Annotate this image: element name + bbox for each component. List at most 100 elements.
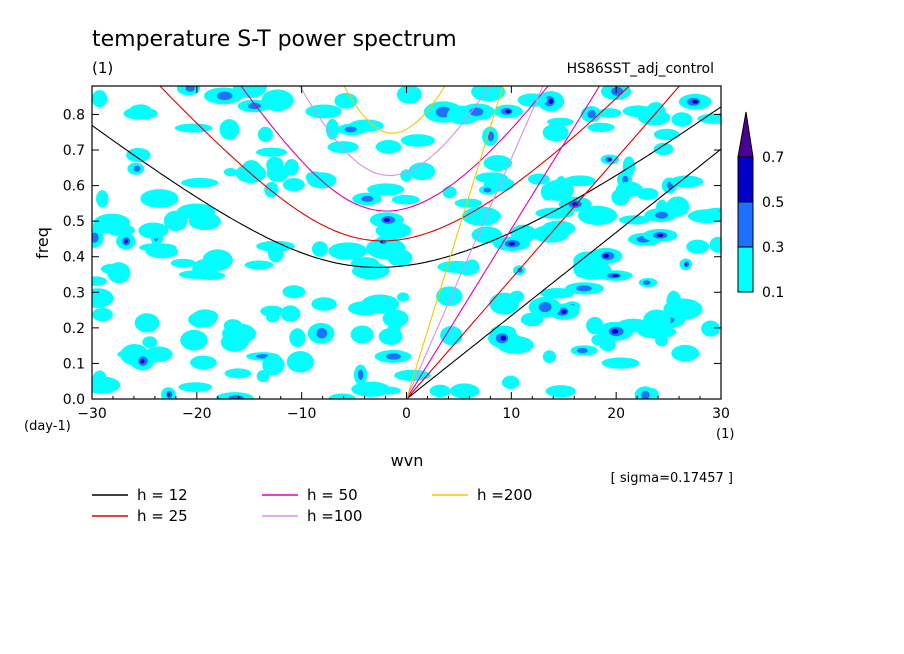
contour-blob <box>244 260 274 270</box>
contour-blob <box>397 292 410 302</box>
chart-subtitle-right: HS86SST_adj_control <box>567 61 714 77</box>
contour-blob <box>334 92 358 109</box>
contour-blob <box>653 128 680 141</box>
contour-blob <box>305 104 342 119</box>
dispersion-curve-kelvin <box>406 86 601 399</box>
contour-blob <box>188 212 221 231</box>
contour-blob <box>228 395 244 399</box>
contour-blob <box>517 267 523 273</box>
contour-blob <box>260 305 284 317</box>
contour-blob <box>262 354 285 376</box>
contour-blob <box>361 195 374 202</box>
contour-blob <box>576 285 592 292</box>
contour-blob <box>219 119 240 140</box>
contour-blob <box>618 215 651 225</box>
contour-blob <box>181 177 219 188</box>
colorbar-label: 0.5 <box>762 195 784 211</box>
contour-blob <box>642 280 651 285</box>
contour-blob <box>603 253 609 258</box>
contour-blob <box>311 241 328 257</box>
y-tick-label: 0.6 <box>63 179 85 195</box>
contour-blob <box>257 126 273 143</box>
contour-blob <box>140 358 145 364</box>
contour-blob <box>548 98 554 104</box>
x-tick-label: 10 <box>502 406 520 422</box>
contour-blob <box>96 190 109 208</box>
legend-label: h = 50 <box>307 486 358 504</box>
legend-label: h = 25 <box>137 507 188 525</box>
x-tick-label: 30 <box>712 406 730 422</box>
contour-blob <box>280 305 301 322</box>
contour-blob <box>400 169 413 182</box>
colorbar-label: 0.7 <box>762 150 784 166</box>
contour-blob <box>505 109 511 114</box>
contour-blob <box>170 258 196 268</box>
contour-blob <box>180 329 208 351</box>
y-tick-label: 0.4 <box>63 250 85 266</box>
chart-subtitle-left: (1) <box>92 59 113 77</box>
contour-blob <box>133 165 141 172</box>
contour-blob <box>454 198 483 208</box>
contour-blob <box>286 351 314 373</box>
contour-blob <box>123 107 158 120</box>
contour-blob <box>223 167 238 177</box>
contour-blob <box>573 251 602 271</box>
y-tick-label: 0.5 <box>63 214 85 230</box>
legend-label: h =200 <box>477 486 532 504</box>
contour-blob <box>92 288 114 308</box>
contour-blob <box>538 302 552 313</box>
x-axis-unit: (1) <box>716 427 734 442</box>
dispersion-curve-kelvin <box>406 86 681 399</box>
contour-blob <box>542 123 569 142</box>
contour-blob <box>487 131 495 142</box>
contour-blob <box>601 357 640 369</box>
contour-blob <box>622 175 629 184</box>
contour-blob <box>138 222 169 239</box>
contour-blob <box>352 262 390 280</box>
contour-blob <box>255 147 288 157</box>
contour-blob <box>289 328 306 348</box>
dispersion-curve-kelvin <box>405 86 544 399</box>
contour-blob <box>577 205 618 225</box>
contour-blob <box>396 86 422 104</box>
contour-blob <box>643 309 671 332</box>
contour-blob <box>328 393 356 399</box>
contour-blob <box>92 376 121 394</box>
contour-blob <box>142 336 158 349</box>
y-tick-label: 0.7 <box>63 143 85 159</box>
x-tick-label: −30 <box>77 406 107 422</box>
y-axis: 0.0 0.1 0.2 0.3 0.4 0.5 0.6 0.7 0.8 <box>63 107 721 408</box>
contour-blob <box>408 162 436 181</box>
contour-blob <box>442 186 457 199</box>
colorbar: 0.1 0.3 0.5 0.7 <box>737 111 784 301</box>
contour-blob <box>400 134 436 147</box>
contour-blob <box>178 382 213 392</box>
contour-blob <box>436 286 463 306</box>
x-axis: −30 −20 −10 0 10 20 30 <box>77 86 730 422</box>
legend-label: h =100 <box>307 507 362 525</box>
contour-blob <box>350 325 374 344</box>
y-tick-label: 0.2 <box>63 321 85 337</box>
contour-blob <box>124 239 128 244</box>
contour-blob <box>509 290 525 303</box>
contour-blob <box>527 173 550 185</box>
plot-frame <box>91 85 722 400</box>
contour-blob <box>461 206 501 226</box>
contour-blob <box>140 189 179 208</box>
contour-blob <box>305 171 324 184</box>
contour-blob <box>611 329 619 334</box>
contour-blob <box>92 90 108 108</box>
contour-blob <box>663 298 703 320</box>
contour-blob <box>224 368 252 379</box>
contour-blob <box>223 319 243 333</box>
contour-blob <box>611 87 624 96</box>
contour-blob <box>483 187 492 193</box>
colorbar-box <box>737 246 754 293</box>
contour-blob <box>383 218 390 222</box>
contour-blob <box>471 226 503 244</box>
contour-blob <box>545 385 576 398</box>
x-tick-label: −10 <box>287 406 317 422</box>
dispersion-curve-kelvin <box>406 148 721 399</box>
contour-blob <box>134 313 160 333</box>
dispersion-curves <box>92 86 721 399</box>
